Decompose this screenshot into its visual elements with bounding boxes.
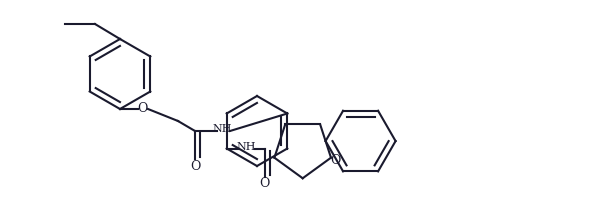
Text: O: O (260, 177, 270, 190)
Text: O: O (190, 159, 200, 172)
Text: NH: NH (237, 141, 257, 152)
Text: O: O (330, 154, 340, 167)
Text: O: O (137, 102, 147, 116)
Text: NH: NH (212, 124, 232, 134)
